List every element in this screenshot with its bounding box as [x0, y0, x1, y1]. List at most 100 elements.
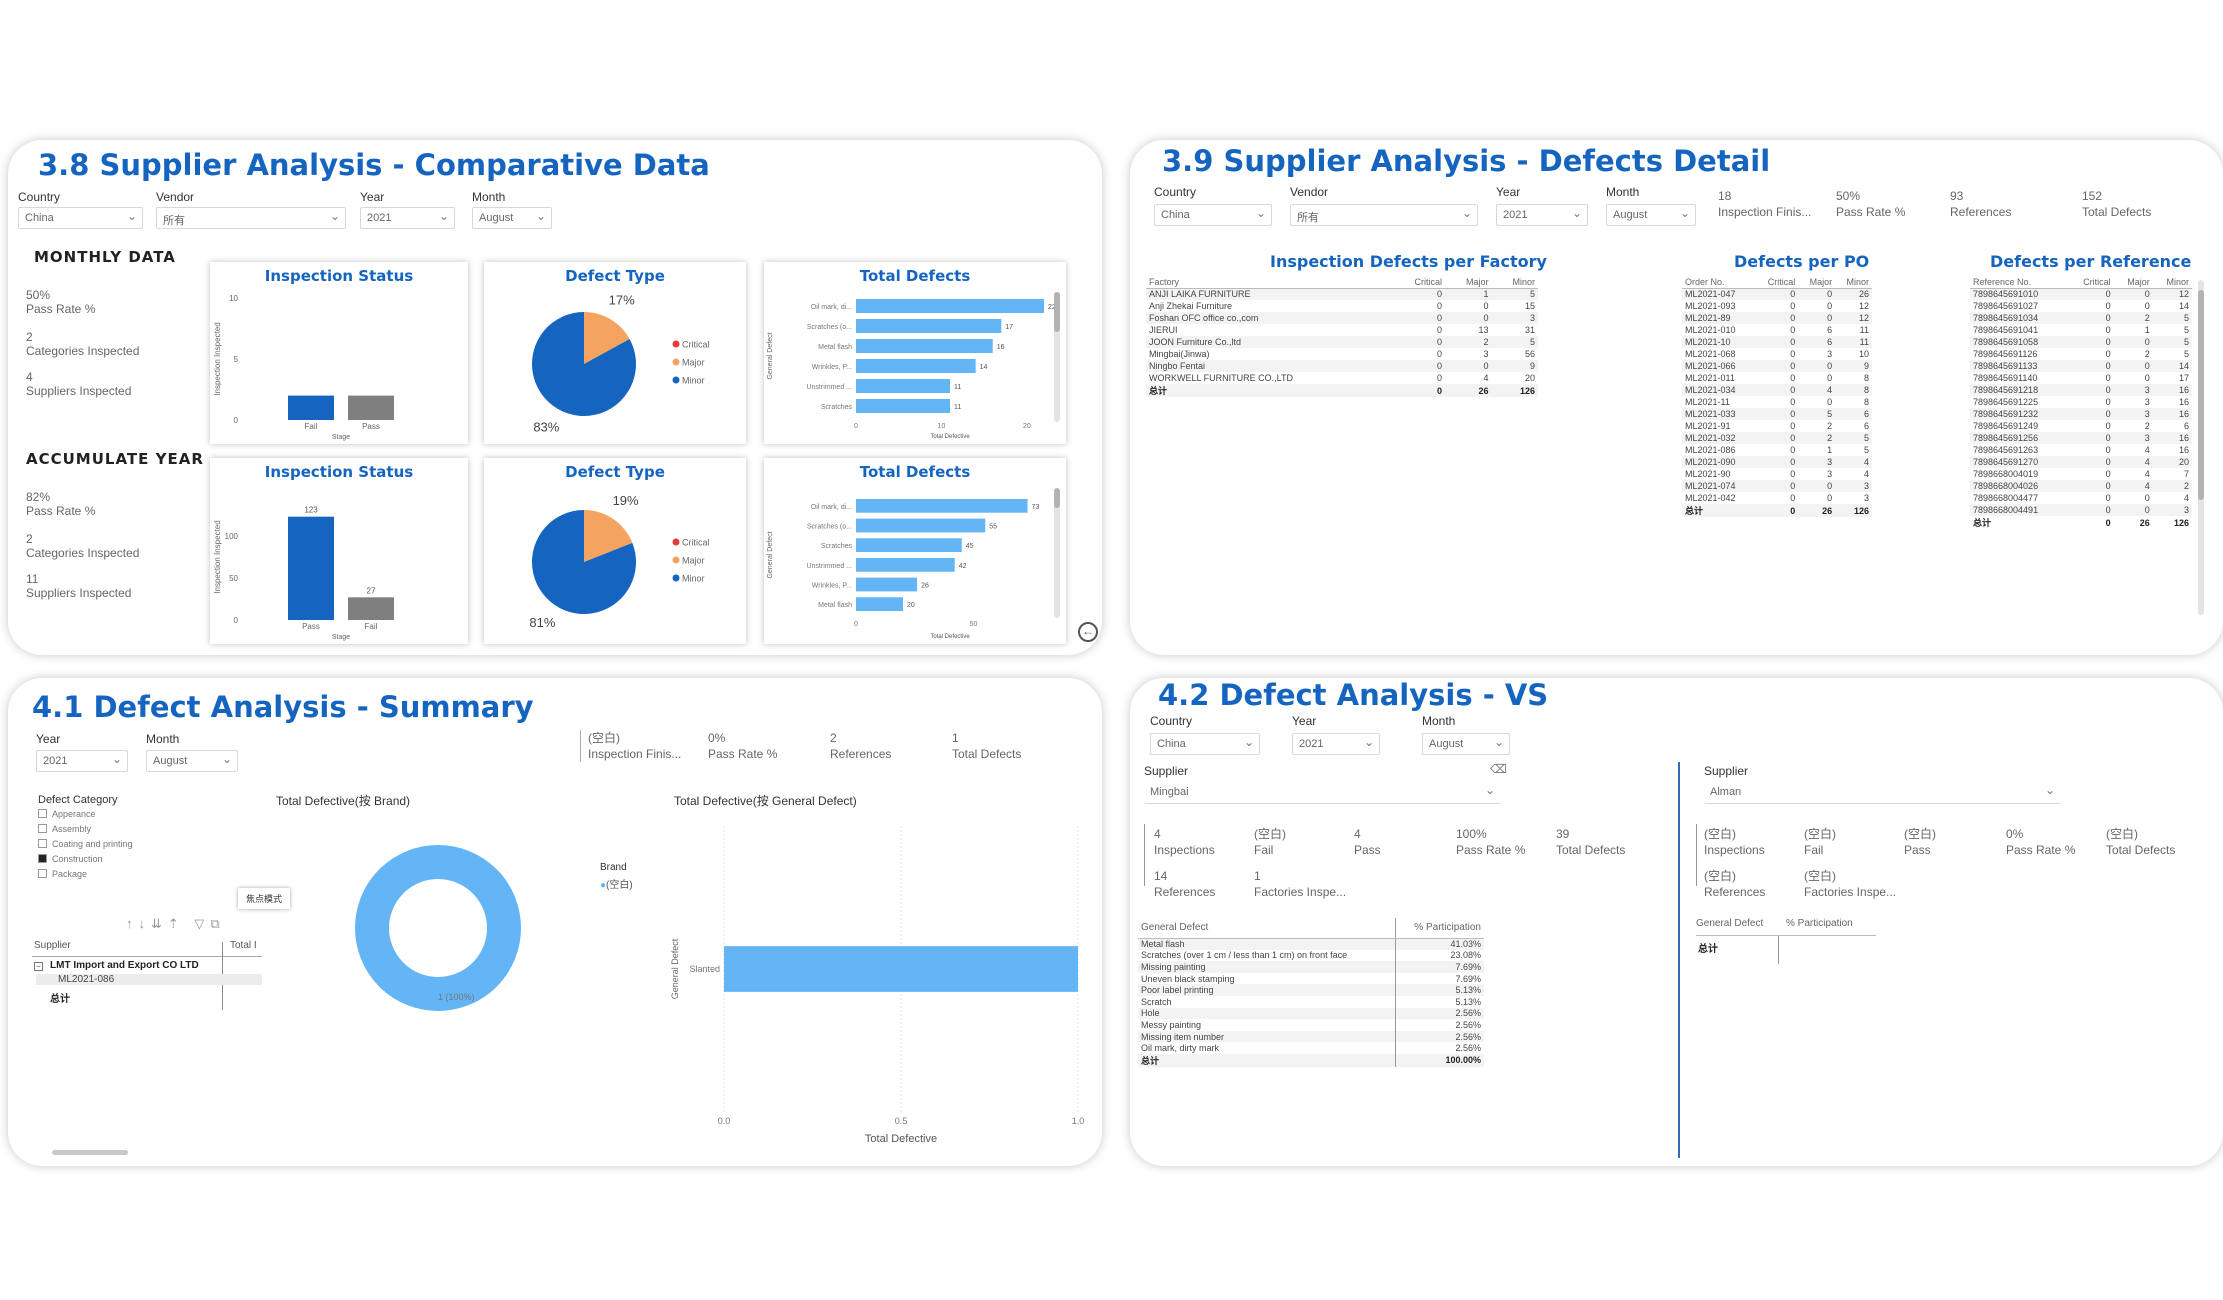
month-dropdown[interactable]: August ⌄ [472, 207, 552, 229]
table-row[interactable]: ML2021-093 0 0 12 [1682, 300, 1872, 312]
column-header[interactable]: General Defect [1138, 918, 1396, 939]
table-row[interactable]: 7898645691218 0 3 16 [1970, 384, 2192, 396]
table-row[interactable]: 7898645691249 0 2 6 [1970, 420, 2192, 432]
column-header[interactable]: Critical [1755, 276, 1799, 289]
table-row[interactable]: ML2021-011 0 0 8 [1682, 372, 1872, 384]
table-row[interactable]: Scratches (over 1 cm / less than 1 cm) o… [1138, 949, 1484, 962]
table-row[interactable]: 7898645691034 0 2 5 [1970, 312, 2192, 324]
inspection-status-card-year[interactable]: Inspection Status Inspection Inspected 0 5… [210, 458, 468, 644]
table-row[interactable]: ML2021-033 0 5 6 [1682, 408, 1872, 420]
category-option[interactable]: Apperance [38, 809, 133, 824]
scrollbar[interactable] [2198, 280, 2204, 615]
table-row[interactable]: ML2021-047 0 0 26 [1682, 288, 1872, 300]
table-row[interactable]: ML2021-010 0 6 11 [1682, 324, 1872, 336]
table-row[interactable]: Missing painting 7.69% [1138, 961, 1484, 973]
table-row[interactable]: 7898645691133 0 0 14 [1970, 360, 2192, 372]
column-header[interactable]: Reference No. [1970, 276, 2068, 289]
category-option[interactable]: Coating and printing [38, 839, 133, 854]
table-row[interactable]: 7898645691225 0 3 16 [1970, 396, 2192, 408]
table-row[interactable]: ML2021-034 0 4 8 [1682, 384, 1872, 396]
table-row[interactable]: ML2021-10 0 6 11 [1682, 336, 1872, 348]
column-header[interactable]: % Participation [1394, 918, 1484, 939]
table-row[interactable]: 7898668004019 0 4 7 [1970, 468, 2192, 480]
table-row[interactable]: ML2021-11 0 0 8 [1682, 396, 1872, 408]
table-row[interactable]: Uneven black stamping 7.69% [1138, 972, 1484, 985]
table-row[interactable]: ML2021-90 0 3 4 [1682, 468, 1872, 480]
table-row[interactable]: JIERUI 0 13 31 [1146, 324, 1538, 336]
category-option[interactable]: Construction [38, 854, 133, 869]
table-row[interactable]: 7898645691027 0 0 14 [1970, 300, 2192, 312]
table-row[interactable]: 7898645691058 0 0 5 [1970, 336, 2192, 348]
inspection-status-card[interactable]: Inspection Status Inspection Inspected 0 5… [210, 262, 468, 444]
table-row[interactable]: 7898645691140 0 0 17 [1970, 372, 2192, 384]
scrollbar[interactable] [1054, 488, 1060, 618]
vendor-dropdown[interactable]: 所有 ⌄ [156, 207, 346, 229]
month-dropdown[interactable]: August ⌄ [146, 750, 238, 772]
year-dropdown[interactable]: 2021 ⌄ [1496, 204, 1588, 226]
checkbox[interactable] [38, 809, 47, 818]
table-row[interactable]: JOON Furniture Co.,ltd 0 2 5 [1146, 336, 1538, 348]
country-dropdown[interactable]: China ⌄ [1154, 204, 1272, 226]
table-row[interactable]: ML2021-042 0 0 3 [1682, 492, 1872, 504]
vendor-dropdown[interactable]: 所有 ⌄ [1290, 204, 1478, 226]
table-row[interactable]: Poor label printing 5.13% [1138, 984, 1484, 996]
country-dropdown[interactable]: China ⌄ [18, 207, 143, 229]
table-row[interactable]: ML2021-068 0 3 10 [1682, 348, 1872, 360]
table-row[interactable]: 7898645691126 0 2 5 [1970, 348, 2192, 360]
checkbox[interactable] [38, 839, 47, 848]
total-defects-card[interactable]: Total Defects General Defect Oil mark, di… [764, 262, 1066, 444]
table-row[interactable]: 7898645691256 0 3 16 [1970, 432, 2192, 444]
table-row[interactable]: Ningbo Fentai 0 0 9 [1146, 360, 1538, 372]
table-row[interactable]: 7898668004491 0 0 3 [1970, 504, 2192, 516]
table-row[interactable]: Oil mark, dirty mark 2.56% [1138, 1042, 1484, 1054]
table-row[interactable]: 7898645691263 0 4 16 [1970, 444, 2192, 456]
column-header[interactable]: Order No. [1682, 276, 1756, 289]
table-row[interactable]: WORKWELL FURNITURE CO.,LTD 0 4 20 [1146, 372, 1538, 384]
year-dropdown[interactable]: 2021 ⌄ [1292, 733, 1380, 755]
table-row[interactable]: ML2021-086 0 1 5 [1682, 444, 1872, 456]
table-row[interactable]: Foshan OFC office co.,com 0 0 3 [1146, 312, 1538, 324]
table-row[interactable]: Metal flash 41.03% [1138, 938, 1484, 950]
country-dropdown[interactable]: China ⌄ [1150, 733, 1260, 755]
matrix-po-row[interactable]: ML2021-086 [36, 974, 262, 985]
eraser-icon[interactable]: ⌫ [1490, 762, 1507, 776]
table-row[interactable]: 7898668004477 0 0 4 [1970, 492, 2192, 504]
table-row[interactable]: ML2021-89 0 0 12 [1682, 312, 1872, 324]
column-header[interactable]: Major [1798, 276, 1836, 289]
column-header[interactable]: Minor [1491, 276, 1538, 289]
table-row[interactable]: Anji Zhekai Furniture 0 0 15 [1146, 300, 1538, 312]
column-header[interactable]: Major [2113, 276, 2153, 289]
year-dropdown[interactable]: 2021 ⌄ [360, 207, 455, 229]
checkbox[interactable] [38, 869, 47, 878]
table-row[interactable]: ML2021-066 0 0 9 [1682, 360, 1872, 372]
column-header[interactable]: Critical [2067, 276, 2114, 289]
table-row[interactable]: ML2021-074 0 0 3 [1682, 480, 1872, 492]
checkbox[interactable] [38, 854, 47, 863]
table-row[interactable]: Missing item number 2.56% [1138, 1030, 1484, 1043]
category-option[interactable]: Package [38, 869, 133, 884]
matrix-supplier-row[interactable]: LMT Import and Export CO LTD [50, 960, 199, 971]
table-row[interactable]: Hole 2.56% [1138, 1007, 1484, 1020]
column-header[interactable]: Factory [1146, 276, 1391, 289]
table-row[interactable]: ML2021-91 0 2 6 [1682, 420, 1872, 432]
table-row[interactable]: 7898645691232 0 3 16 [1970, 408, 2192, 420]
table-row[interactable]: ANJI LAIKA FURNITURE 0 1 5 [1146, 288, 1538, 300]
table-row[interactable]: Messy painting 2.56% [1138, 1019, 1484, 1031]
category-option[interactable]: Assembly [38, 824, 133, 839]
column-header[interactable]: Minor [1835, 276, 1872, 289]
table-row[interactable]: 7898645691041 0 1 5 [1970, 324, 2192, 336]
month-dropdown[interactable]: August ⌄ [1422, 733, 1510, 755]
defect-type-card[interactable]: Defect Type 17% 83% Critical Major Minor [484, 262, 746, 444]
month-dropdown[interactable]: August ⌄ [1606, 204, 1696, 226]
table-row[interactable]: ML2021-090 0 3 4 [1682, 456, 1872, 468]
year-dropdown[interactable]: 2021 ⌄ [36, 750, 128, 772]
table-row[interactable]: 7898645691010 0 0 12 [1970, 288, 2192, 300]
table-row[interactable]: Mingbai(Jinwa) 0 3 56 [1146, 348, 1538, 360]
column-header[interactable]: Critical [1390, 276, 1446, 289]
checkbox[interactable] [38, 824, 47, 833]
horizontal-scrollbar[interactable] [52, 1150, 128, 1155]
scrollbar[interactable] [1054, 292, 1060, 422]
table-row[interactable]: 7898668004026 0 4 2 [1970, 480, 2192, 492]
defect-type-card-year[interactable]: Defect Type 19% 81% Critical Major Minor [484, 458, 746, 644]
total-defects-card-year[interactable]: Total Defects General Defect Oil mark, di… [764, 458, 1066, 644]
